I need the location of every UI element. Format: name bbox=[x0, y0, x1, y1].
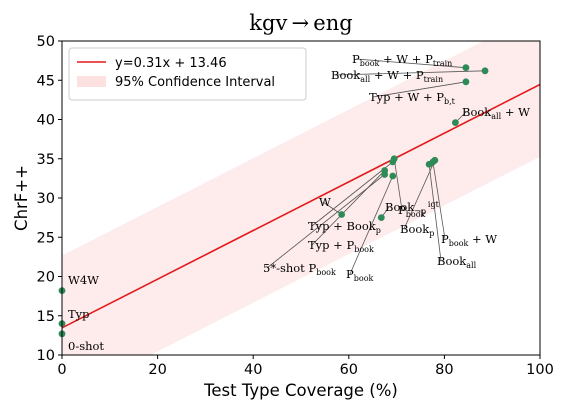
data-point bbox=[462, 78, 470, 86]
annotation-leader bbox=[266, 174, 385, 269]
legend: y=0.31x + 13.46 95% Confidence Interval bbox=[68, 47, 307, 101]
x-tick-label: 20 bbox=[148, 362, 166, 378]
annotation-leader bbox=[403, 160, 436, 230]
point-annotation: Typ bbox=[68, 307, 90, 321]
y-tick-label: 35 bbox=[37, 152, 55, 168]
point-annotation: Pbook bbox=[346, 267, 374, 283]
y-tick-label: 15 bbox=[37, 309, 55, 325]
point-annotation: 0-shot bbox=[68, 339, 104, 353]
point-annotation: 5*-shot Pbook bbox=[263, 261, 336, 277]
point-annotation: Pbook + W + Ptrain bbox=[352, 52, 452, 68]
point-annotation: Pbook igt bbox=[398, 200, 440, 219]
point-annotation: Typ + W + Pb,t bbox=[369, 90, 456, 106]
x-tick-label: 0 bbox=[57, 362, 66, 378]
x-tick-label: 40 bbox=[244, 362, 262, 378]
point-annotation: Typ + Bookp bbox=[308, 219, 381, 235]
annotation-leader bbox=[355, 58, 466, 69]
annotation-leader bbox=[428, 164, 442, 262]
point-annotation: W4W bbox=[68, 273, 99, 287]
point-annotation: Bookp bbox=[400, 222, 434, 238]
annotation-leader bbox=[311, 170, 385, 246]
point-annotation: Bookall + W + Ptrain bbox=[331, 68, 443, 84]
point-annotation: Book¬p bbox=[385, 200, 426, 216]
x-tick-label: 100 bbox=[526, 362, 554, 378]
x-tick-label: 80 bbox=[435, 362, 453, 378]
chart-title: kgv → eng bbox=[249, 11, 352, 35]
y-tick-label: 50 bbox=[37, 34, 55, 50]
annotation-leader bbox=[334, 70, 486, 76]
annotation-leader bbox=[311, 161, 394, 227]
y-tick-label: 45 bbox=[37, 73, 55, 89]
annotation-leader bbox=[322, 201, 342, 215]
data-point bbox=[377, 214, 385, 222]
point-annotation: Pbook + W bbox=[441, 232, 497, 248]
legend-fit-label: y=0.31x + 13.46 bbox=[115, 56, 227, 71]
x-tick-label: 60 bbox=[340, 362, 358, 378]
y-tick-label: 30 bbox=[37, 191, 55, 207]
annotation-leader bbox=[349, 175, 394, 275]
data-point bbox=[431, 156, 439, 164]
x-axis-title: Test Type Coverage (%) bbox=[203, 381, 398, 400]
annotation-leader bbox=[372, 81, 466, 98]
data-point bbox=[462, 64, 470, 72]
point-annotation: Bookall bbox=[437, 254, 477, 270]
data-point bbox=[338, 211, 346, 218]
annotation-leader bbox=[393, 158, 403, 211]
legend-box bbox=[68, 47, 307, 101]
data-point bbox=[481, 67, 489, 75]
confidence-band bbox=[62, 41, 540, 355]
y-tick-label: 40 bbox=[37, 113, 55, 129]
fit-line bbox=[62, 83, 540, 329]
point-annotation: Typ + Pbook bbox=[308, 238, 374, 254]
y-tick-label: 10 bbox=[37, 348, 55, 364]
annotation-leader bbox=[432, 161, 446, 240]
data-point bbox=[390, 155, 398, 163]
y-tick-label: 25 bbox=[37, 230, 55, 246]
data-point bbox=[381, 167, 389, 174]
data-point bbox=[389, 172, 397, 180]
data-point bbox=[451, 119, 459, 127]
y-axis-title: ChrF++ bbox=[12, 165, 31, 231]
legend-band-label: 95% Confidence Interval bbox=[115, 75, 275, 90]
y-tick-label: 20 bbox=[37, 270, 55, 286]
point-annotation: Bookall + W bbox=[462, 105, 530, 121]
point-annotation: W bbox=[319, 195, 331, 209]
legend-band-swatch bbox=[77, 76, 106, 87]
